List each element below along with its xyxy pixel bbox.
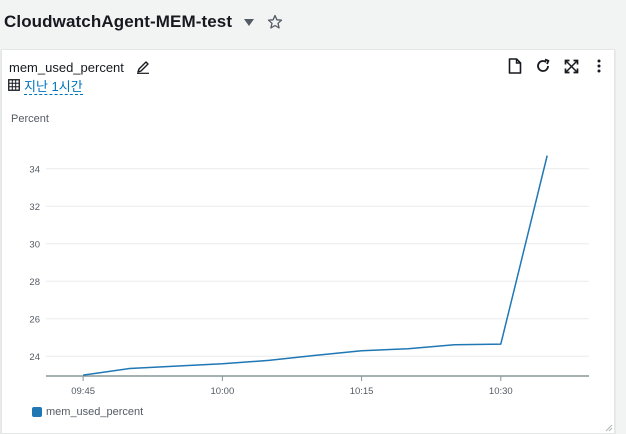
y-tick-label: 24 [29, 352, 40, 363]
x-tick-label: 10:30 [489, 386, 513, 397]
legend-swatch [32, 407, 42, 417]
x-tick-label: 10:15 [350, 386, 374, 397]
resize-handle-icon[interactable] [603, 422, 613, 432]
metric-widget: mem_used_percent 지난 1시간 Percent 24 26 28 30 3… [1, 49, 615, 434]
fullscreen-icon[interactable] [562, 57, 580, 75]
widget-title: mem_used_percent [9, 59, 124, 75]
caret-down-icon[interactable] [240, 13, 258, 31]
time-range-row: 지난 1시간 [8, 78, 83, 96]
dashboard-title: CloudwatchAgent-MEM-test [4, 12, 233, 31]
line-chart: Percent 24 26 28 30 32 34 09:45 10:00 10:15 10:30 [11, 113, 589, 397]
more-vert-icon[interactable] [590, 57, 608, 75]
document-icon[interactable] [506, 57, 524, 75]
widget-actions [506, 56, 608, 76]
calendar-grid-icon [8, 78, 20, 96]
star-outline-icon[interactable] [266, 13, 284, 31]
y-tick-label: 28 [29, 277, 40, 288]
series-line [82, 155, 548, 376]
refresh-icon[interactable] [534, 57, 552, 75]
x-tick-label: 10:00 [210, 386, 234, 397]
widget-title-row: mem_used_percent [9, 58, 152, 76]
chart-legend: mem_used_percent [32, 405, 143, 419]
y-tick-label: 32 [29, 202, 40, 213]
y-tick-label: 30 [29, 239, 40, 250]
legend-label[interactable]: mem_used_percent [46, 406, 144, 418]
y-tick-label: 34 [29, 164, 40, 175]
y-tick-label: 26 [29, 314, 40, 325]
y-axis-label: Percent [11, 113, 49, 125]
pencil-icon[interactable] [134, 58, 152, 76]
dashboard-header: CloudwatchAgent-MEM-test [4, 10, 284, 34]
time-range-link[interactable]: 지난 1시간 [24, 78, 83, 95]
x-tick-label: 09:45 [71, 386, 95, 397]
